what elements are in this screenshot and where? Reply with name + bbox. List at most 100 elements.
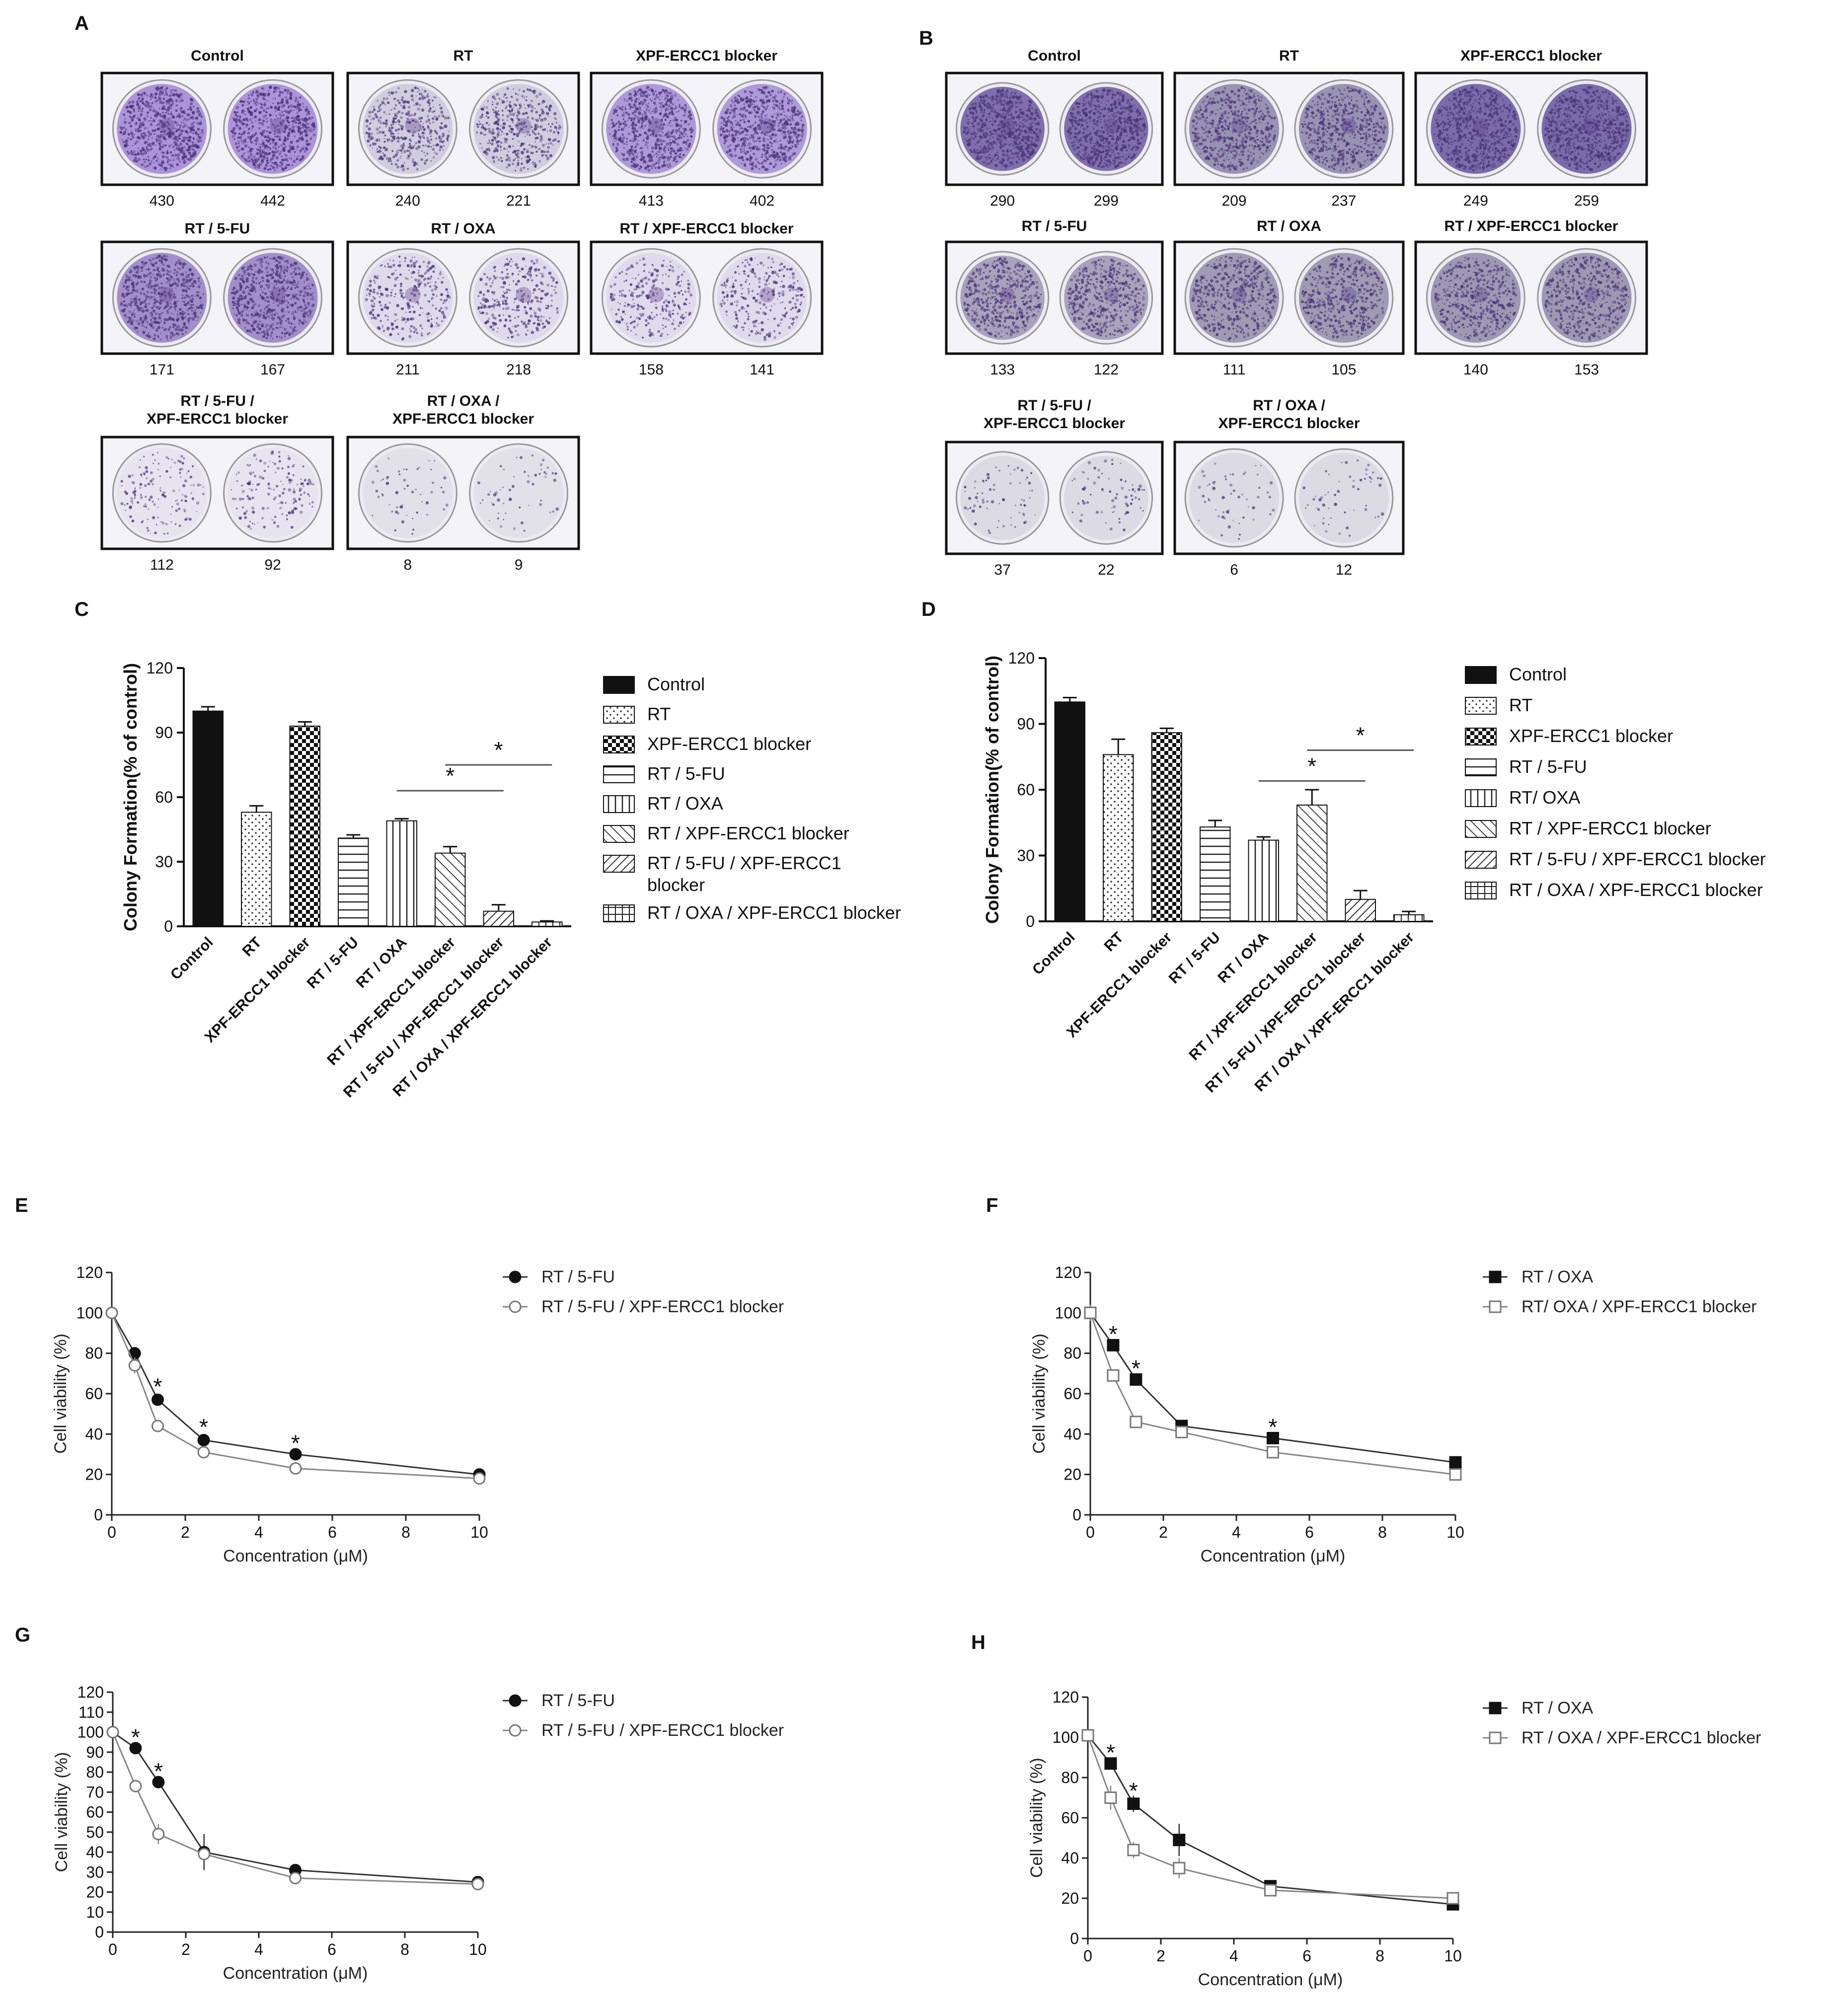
colony-dot <box>509 101 511 103</box>
colony-dot <box>232 127 236 131</box>
colony-dot <box>420 158 423 161</box>
colony-dot <box>431 289 434 292</box>
colony-dot <box>438 309 441 312</box>
colony-dot <box>435 138 437 140</box>
colony-dot <box>236 115 238 117</box>
colony-dot <box>445 288 448 291</box>
colony-dot <box>141 309 145 313</box>
colony-dot <box>402 168 405 171</box>
colony-dot <box>299 127 302 130</box>
colony-dot <box>370 132 374 135</box>
colony-dot <box>192 318 195 321</box>
colony-dot <box>137 117 140 120</box>
colony-dot <box>302 290 304 291</box>
colony-dot <box>177 310 179 312</box>
colony-dot <box>669 139 671 141</box>
colony-dot <box>275 327 278 329</box>
colony-dot <box>386 263 389 265</box>
colony-dot <box>299 139 301 142</box>
colony-dot <box>481 113 483 116</box>
colony-dot <box>390 322 393 325</box>
colony-dot <box>143 331 145 334</box>
colony-dot <box>144 134 147 137</box>
colony-dot <box>169 167 171 169</box>
colony-dot <box>655 104 657 106</box>
colony-dot <box>368 111 372 114</box>
colony-dot <box>285 96 287 98</box>
colony-dot <box>781 155 783 158</box>
colony-dot <box>303 299 305 301</box>
colony-dot <box>183 296 186 299</box>
colony-dot <box>247 97 251 100</box>
colony-dot <box>665 96 667 99</box>
colony-dot <box>265 111 268 114</box>
colony-dot <box>287 288 289 290</box>
colony-dot <box>133 309 135 311</box>
colony-dot <box>199 112 201 114</box>
colony-dot <box>534 137 537 140</box>
colony-dot <box>303 318 305 321</box>
colony-dot <box>162 144 165 148</box>
colony-dot <box>165 103 168 105</box>
colony-dot <box>670 150 673 152</box>
colony-dot <box>181 294 184 297</box>
colony-dot <box>488 131 491 134</box>
colony-dot <box>249 152 253 156</box>
colony-dot <box>189 136 192 139</box>
colony-dot <box>244 144 248 148</box>
colony-dot <box>435 281 437 284</box>
colony-dot <box>271 257 273 260</box>
colony-dot <box>744 114 747 117</box>
colony-dot <box>422 261 425 263</box>
colony-dot <box>766 144 769 147</box>
colony-dot <box>436 323 440 327</box>
colony-dot <box>522 153 524 155</box>
colony-dot <box>432 156 435 159</box>
colony-dot <box>650 107 652 109</box>
colony-dot <box>522 275 524 278</box>
colony-dot <box>282 104 286 107</box>
colony-dot <box>245 319 247 322</box>
colony-dot <box>380 308 383 311</box>
colony-dot <box>255 153 257 155</box>
colony-dot <box>237 118 241 122</box>
colony-dot <box>401 316 403 318</box>
colony-dot <box>765 156 767 158</box>
colony-dot <box>534 125 537 128</box>
colony-dot <box>659 112 662 116</box>
colony-dot <box>163 138 167 141</box>
colony-dot <box>241 275 244 278</box>
colony-dot <box>786 140 789 142</box>
colony-dot <box>541 327 543 329</box>
colony-dot <box>150 98 152 101</box>
colony-dot <box>514 133 516 135</box>
colony-dot <box>496 127 499 131</box>
colony-dot <box>307 303 310 306</box>
colony-dot <box>756 100 758 102</box>
colony-dot <box>296 107 298 110</box>
colony-dot <box>172 158 175 161</box>
colony-dot <box>644 94 647 97</box>
colony-dot <box>418 136 422 139</box>
colony-dot <box>140 125 143 129</box>
colony-dot <box>777 155 780 159</box>
colony-dot <box>390 163 393 165</box>
colony-dot <box>266 271 269 274</box>
colony-dot <box>381 131 385 134</box>
colony-dot <box>766 157 769 160</box>
colony-dot <box>441 299 443 301</box>
colony-dot <box>141 97 144 101</box>
colony-dot <box>264 152 268 156</box>
colony-dot <box>634 140 635 142</box>
colony-dot <box>637 152 638 154</box>
colony-dot <box>736 131 739 134</box>
colony-dot <box>774 134 777 137</box>
colony-dot <box>400 98 404 101</box>
colony-dot <box>392 135 396 139</box>
colony-dot <box>532 107 534 110</box>
colony-dot <box>652 94 655 96</box>
colony-dot <box>656 156 658 158</box>
colony-dot <box>236 111 238 114</box>
